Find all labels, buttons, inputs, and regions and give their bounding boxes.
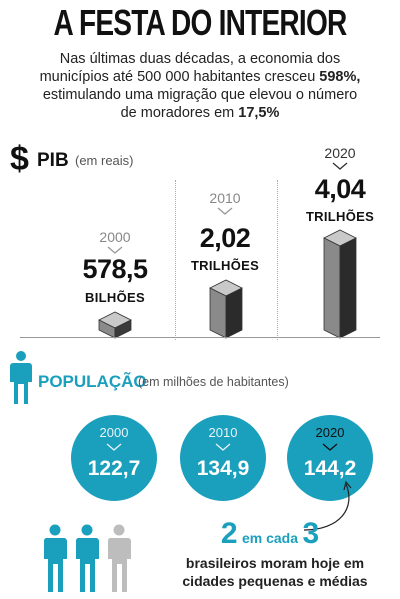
pib-year-2000: 2000 [99, 229, 131, 245]
chart-baseline [20, 337, 380, 338]
population-year-2020: 2020 [315, 425, 345, 440]
population-unit: (em milhões de habitantes) [138, 375, 289, 389]
population-year-2010: 2010 [208, 425, 238, 440]
pib-unit-2020: TRILHÕES [305, 209, 375, 224]
person-icon [43, 524, 67, 592]
ratio-middle: em cada [241, 530, 299, 546]
population-value-2000: 122,7 [87, 457, 141, 480]
curved-arrow-icon [303, 480, 352, 531]
population-label: POPULAÇÃO [38, 372, 147, 391]
intro-line-3: estimulando uma migração que elevou o nú… [42, 87, 358, 103]
pib-unit-2010: TRILHÕES [190, 258, 260, 273]
pib-bar-2020 [323, 229, 357, 339]
intro-text: Nas últimas duas décadas, a economia dos… [10, 50, 390, 122]
intro-line-4-text: de moradores em [120, 105, 239, 121]
intro-line-2-text: municípios até 500 000 habitantes cresce… [39, 69, 320, 85]
pib-value-2000: 578,5 [82, 254, 148, 284]
population-circle-2010: 2010 134,9 [180, 415, 266, 501]
pib-unit-2000: BILHÕES [85, 290, 145, 305]
growth-highlight: 598%, [319, 69, 361, 85]
chevron-down-icon [322, 443, 338, 451]
pib-year-2010: 2010 [209, 190, 241, 206]
ratio-numerator: 2 [220, 517, 238, 550]
divider-line [175, 180, 176, 340]
ratio-caption: brasileiros moram hoje em cidades pequen… [160, 554, 390, 590]
person-icon [107, 524, 131, 592]
chevron-down-icon [107, 246, 123, 254]
chevron-down-icon [215, 443, 231, 451]
population-value-2010: 134,9 [196, 457, 250, 480]
person-icon [75, 524, 99, 592]
intro-line-1: Nas últimas duas décadas, a economia dos [59, 51, 341, 67]
pib-bar-2010 [209, 279, 243, 339]
intro-line-2: municípios até 500 000 habitantes cresce… [10, 68, 390, 86]
dollar-icon: $ [10, 140, 29, 178]
pib-value-2010: 2,02 [199, 223, 251, 253]
pib-year-2020: 2020 [324, 145, 356, 161]
ratio-caption-line-2: cidades pequenas e médias [182, 573, 368, 589]
page-title: A FESTA DO INTERIOR [53, 2, 347, 43]
population-circle-2020: 2020 144,2 [287, 415, 373, 501]
chevron-down-icon [217, 207, 233, 215]
ratio-statement: 2 em cada 3 [200, 517, 340, 551]
population-circle-2000: 2000 122,7 [71, 415, 157, 501]
people-icon-group [43, 524, 131, 592]
population-growth-highlight: 17,5% [238, 105, 280, 121]
pib-unit: (em reais) [75, 153, 134, 168]
chevron-down-icon [332, 162, 348, 170]
intro-line-4: de moradores em 17,5% [10, 104, 390, 122]
pib-bar-2000 [98, 311, 132, 339]
person-icon [10, 351, 32, 404]
population-year-2000: 2000 [99, 425, 129, 440]
ratio-caption-line-1: brasileiros moram hoje em [185, 555, 365, 571]
divider-line [277, 180, 278, 340]
pib-value-2020: 4,04 [314, 174, 366, 204]
population-value-2020: 144,2 [303, 457, 357, 480]
pib-label: PIB [37, 150, 69, 171]
chevron-down-icon [106, 443, 122, 451]
ratio-denominator: 3 [302, 517, 320, 550]
